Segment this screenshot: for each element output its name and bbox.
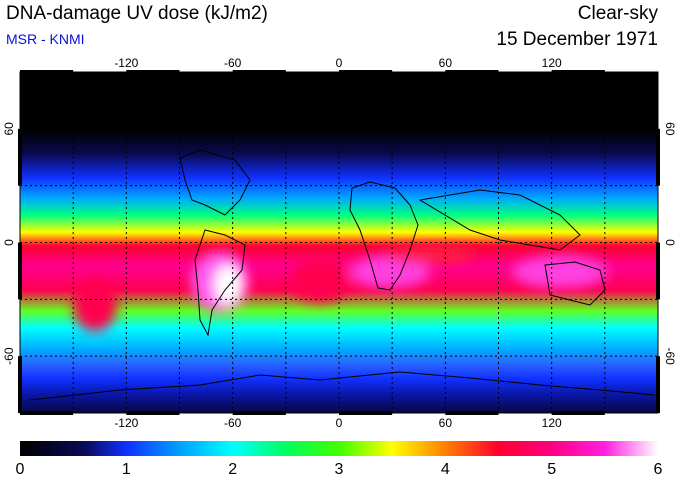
colorbar-tick-label: 6 [654, 461, 663, 478]
frame-bar-left [18, 128, 22, 186]
longitude-labels: -120 -120 -60 -60 0 0 60 60 120 120 [114, 56, 562, 430]
lon-label-top: -60 [224, 56, 242, 70]
frame-tick-bars [18, 70, 660, 415]
lon-label-top: -120 [114, 56, 138, 70]
colorbar-gradient [20, 441, 658, 456]
frame-bar-right [656, 242, 660, 300]
frame-bar-bottom [339, 411, 393, 415]
frame-bar-top [20, 70, 74, 74]
lat-label-left: -60 [2, 347, 16, 365]
frame-bar-bottom [551, 411, 605, 415]
colorbar: 0 1 2 3 4 5 6 [16, 441, 663, 478]
lon-label-top: 60 [439, 56, 453, 70]
frame-bar-top [126, 70, 180, 74]
date-label: 15 December 1971 [496, 29, 658, 50]
latitude-labels: 60 60 0 0 -60 -60 [2, 122, 677, 365]
colorbar-tick-label: 1 [122, 461, 131, 478]
uv-field [20, 72, 658, 413]
frame-bar-bottom [126, 411, 180, 415]
lat-label-right: -60 [663, 347, 677, 365]
frame-bar-left [18, 356, 22, 413]
lon-label-bottom: 120 [542, 416, 562, 430]
south-america-coast [194, 229, 246, 337]
frame-bar-left [18, 242, 22, 300]
frame-bar-top [232, 70, 286, 74]
colorbar-tick-label: 4 [441, 461, 450, 478]
colorbar-tick-label: 3 [335, 461, 344, 478]
map-title: DNA-damage UV dose (kJ/m2) [6, 3, 268, 24]
graticule [20, 72, 658, 413]
frame-bar-right [656, 128, 660, 186]
colorbar-tick-label: 0 [16, 461, 25, 478]
colorbar-tick-label: 5 [547, 461, 556, 478]
australia-coast [544, 261, 606, 306]
frame-bar-bottom [445, 411, 499, 415]
frame-bar-top [445, 70, 499, 74]
lon-label-bottom: -120 [114, 416, 138, 430]
lon-label-top: 0 [336, 56, 343, 70]
lon-label-top: 120 [542, 56, 562, 70]
lon-label-bottom: -60 [224, 416, 242, 430]
source-label: MSR - KNMI [6, 31, 85, 47]
lat-label-left: 60 [2, 122, 16, 136]
frame-bar-bottom [20, 411, 74, 415]
africa-coast [349, 181, 419, 291]
sky-condition-label: Clear-sky [577, 3, 658, 24]
lat-label-right: 0 [663, 239, 677, 246]
frame-bar-right [656, 356, 660, 413]
frame-bar-bottom [232, 411, 286, 415]
antarctica-coast [29, 371, 656, 401]
lat-label-right: 60 [663, 122, 677, 136]
colorbar-tick-label: 2 [228, 461, 237, 478]
frame-bar-top [551, 70, 605, 74]
frame-bar-top [339, 70, 393, 74]
asia-coast [418, 189, 581, 251]
lat-label-left: 0 [2, 239, 16, 246]
lon-label-bottom: 60 [439, 416, 453, 430]
lon-label-bottom: 0 [336, 416, 343, 430]
colorbar-tick-labels: 0 1 2 3 4 5 6 [16, 461, 663, 478]
